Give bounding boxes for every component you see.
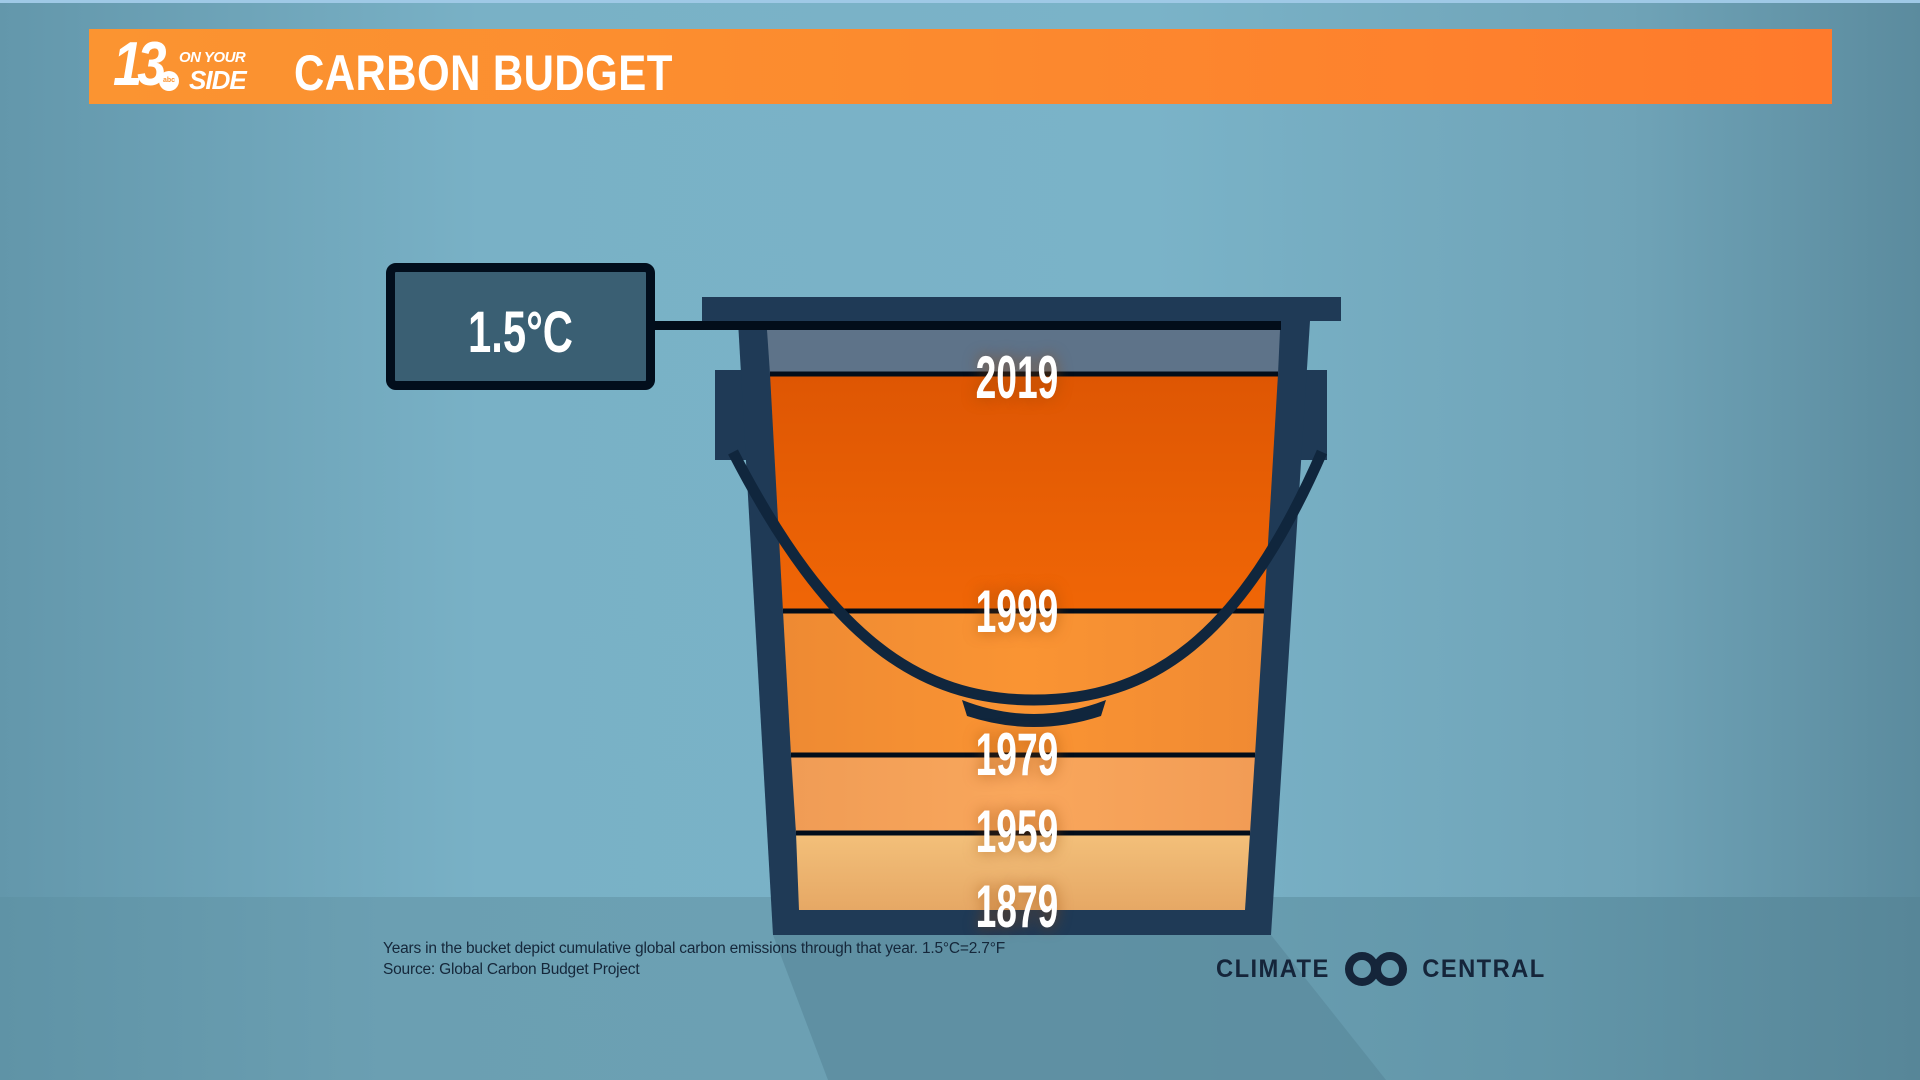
threshold-label: 1.5°C xyxy=(468,300,573,365)
bucket-rim xyxy=(702,297,1341,321)
handle-grip xyxy=(962,700,1106,727)
page-title: CARBON BUDGET xyxy=(294,45,673,101)
logo-line1: ON YOUR xyxy=(179,49,246,66)
logo-number: 13 xyxy=(113,30,167,99)
layer-1979 xyxy=(783,611,1264,755)
layer-2019 xyxy=(767,330,1280,374)
year-label-1879: 1879 xyxy=(975,873,1059,940)
top-edge xyxy=(0,0,1920,3)
infinity-logo-icon xyxy=(1344,952,1407,986)
threshold-box: 1.5°C xyxy=(386,263,655,390)
layer-1879 xyxy=(796,833,1250,910)
year-label-1999: 1999 xyxy=(975,578,1059,645)
climate-central-logo: CLIMATE CENTRAL xyxy=(1213,952,1549,986)
year-label-1959: 1959 xyxy=(975,798,1059,865)
station-logo: 13 abc ON YOUR SIDE xyxy=(113,30,263,101)
footnote: Years in the bucket depict cumulative gl… xyxy=(383,938,1005,980)
layer-1999 xyxy=(770,374,1278,611)
bucket-handle xyxy=(728,449,1328,706)
threshold-line xyxy=(650,321,1281,330)
brand-right: CENTRAL xyxy=(1421,954,1546,983)
logo-line2: SIDE xyxy=(189,65,247,95)
footnote-description: Years in the bucket depict cumulative gl… xyxy=(383,940,1005,957)
brand-left: CLIMATE xyxy=(1215,954,1330,983)
footnote-source: Source: Global Carbon Budget Project xyxy=(383,961,640,978)
bucket-shadow xyxy=(773,935,1386,1080)
layer-1959 xyxy=(791,755,1255,833)
year-label-1979: 1979 xyxy=(975,721,1059,788)
header-banner xyxy=(89,29,1832,104)
year-label-2019: 2019 xyxy=(975,344,1059,411)
abc-logo-icon: abc xyxy=(159,71,179,91)
